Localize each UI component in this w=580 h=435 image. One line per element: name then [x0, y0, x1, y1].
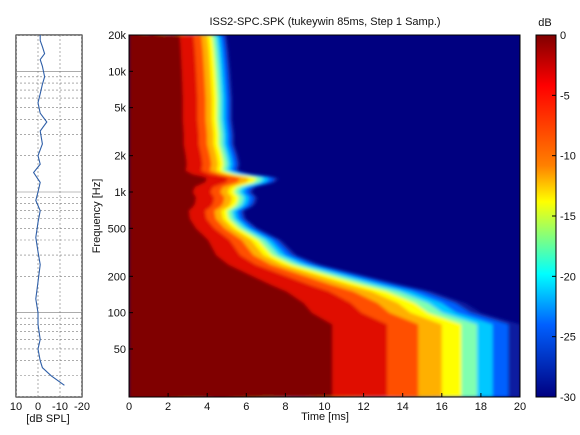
y-tick-label: 1k [114, 187, 126, 199]
response-plot-area [15, 34, 83, 398]
decay-panel: ISS2-SPC.SPK (tukeywin 85ms, Step 1 Samp… [91, 16, 526, 423]
response-grid [16, 35, 82, 397]
x-tick-label: -10 [52, 401, 68, 413]
colorbar-ticks: 0 -5 -10 -15 -20 -25 -30 [552, 30, 576, 404]
decay-y-axis-label: Frequency [Hz] [91, 179, 103, 254]
x-tick-label: 0 [126, 401, 132, 413]
x-tick-label: 12 [357, 401, 369, 413]
x-tick-label: 14 [397, 401, 409, 413]
x-tick-label: 2 [165, 401, 171, 413]
y-tick-label: 500 [108, 223, 126, 235]
colorbar-tick-label: 0 [560, 30, 566, 42]
x-tick-label: -20 [74, 401, 90, 413]
y-tick-label: 10k [108, 66, 126, 78]
y-tick-label: 200 [108, 271, 126, 283]
response-panel: 10 0 -10 -20 [dB SPL] [10, 34, 90, 425]
y-tick-label: 20k [108, 30, 126, 42]
colorbar: dB 0 -5 -10 -15 -20 -25 -30 [535, 17, 576, 404]
x-tick-label: 4 [204, 401, 210, 413]
colorbar-tick-label: -15 [560, 211, 576, 223]
y-tick-label: 2k [114, 151, 126, 163]
colorbar-label: dB [538, 17, 551, 29]
response-x-ticks: 10 0 -10 -20 [10, 401, 90, 413]
decay-x-ticks: 0 2 4 6 8 10 12 14 16 18 20 [126, 393, 526, 413]
x-tick-label: 18 [475, 401, 487, 413]
y-tick-label: 50 [114, 344, 126, 356]
y-tick-label: 100 [108, 308, 126, 320]
x-tick-label: 8 [282, 401, 288, 413]
x-tick-label: 10 [318, 401, 330, 413]
chart-title: ISS2-SPC.SPK (tukeywin 85ms, Step 1 Samp… [209, 16, 440, 28]
decay-heatmap [129, 35, 520, 397]
response-x-axis-label: [dB SPL] [26, 413, 69, 425]
colorbar-tick-label: -20 [560, 271, 576, 283]
contour-0db [129, 35, 333, 397]
x-tick-label: 16 [436, 401, 448, 413]
y-tick-label: 5k [114, 103, 126, 115]
x-tick-label: 6 [243, 401, 249, 413]
x-tick-label: 0 [35, 401, 41, 413]
colorbar-tick-label: -30 [560, 392, 576, 404]
decay-y-ticks: 50 100 200 500 1k 2k 5k 10k 20k [108, 30, 133, 356]
frequency-response-curve [32, 35, 65, 386]
x-tick-label: 20 [514, 401, 526, 413]
x-tick-label: 10 [10, 401, 22, 413]
colorbar-tick-label: -25 [560, 332, 576, 344]
colorbar-tick-label: -5 [560, 90, 570, 102]
decay-x-axis-label: Time [ms] [301, 411, 349, 423]
colorbar-tick-label: -10 [560, 151, 576, 163]
